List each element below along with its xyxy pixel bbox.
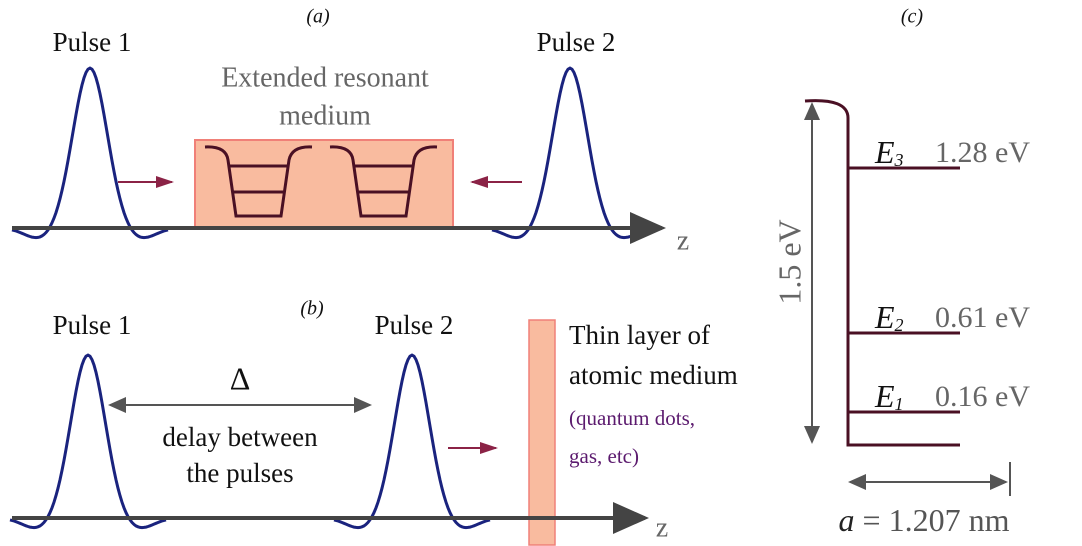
level-symbol: E — [874, 134, 895, 170]
layer-label: atomic medium — [569, 360, 738, 390]
delta: Δ — [230, 360, 251, 396]
width-value: = 1.207 nm — [863, 502, 1010, 538]
panel-label: (c) — [901, 6, 924, 28]
layer-note: gas, etc) — [569, 444, 639, 468]
level-energy: 1.28 eV — [935, 136, 1030, 169]
level-symbol: E — [874, 378, 895, 414]
pulse-label: Pulse 2 — [375, 310, 454, 340]
level-name: E2 — [874, 299, 904, 335]
panel-label: (a) — [306, 6, 330, 28]
level-symbol: E — [874, 299, 895, 335]
pulse — [10, 355, 166, 527]
pulse-label: Pulse 2 — [537, 27, 616, 57]
width-label: a= 1.207 nm — [839, 502, 1010, 538]
thin-layer — [529, 320, 555, 545]
figure: (a) Pulse 1 Pulse 2 Extended resonant me… — [0, 0, 1082, 546]
pulse-label: Pulse 1 — [53, 27, 132, 57]
level-index: 1 — [895, 394, 904, 414]
pulse — [334, 355, 490, 527]
axis-label: z — [677, 225, 689, 256]
pulse — [12, 68, 168, 238]
medium-label: Extended resonant — [221, 62, 429, 93]
level-energy: 0.16 eV — [935, 380, 1030, 413]
medium-label: medium — [279, 100, 371, 131]
level-index: 3 — [894, 150, 904, 170]
layer-note: (quantum dots, — [569, 406, 695, 430]
height-label: 1.5 eV — [771, 219, 807, 304]
delay-label: the pulses — [186, 458, 293, 488]
level-energy: 0.61 eV — [935, 301, 1030, 334]
level-name: E1 — [874, 378, 904, 414]
pulse — [492, 68, 648, 238]
pulse-label: Pulse 1 — [53, 310, 132, 340]
delay-label: delay between — [162, 422, 318, 452]
level-name: E3 — [874, 134, 904, 170]
layer-label: Thin layer of — [569, 320, 710, 350]
axis-label: z — [656, 512, 668, 543]
level-index: 2 — [895, 315, 904, 335]
panel-label: (b) — [300, 298, 324, 320]
width-symbol: a — [839, 502, 855, 538]
resonant-medium — [195, 140, 453, 228]
